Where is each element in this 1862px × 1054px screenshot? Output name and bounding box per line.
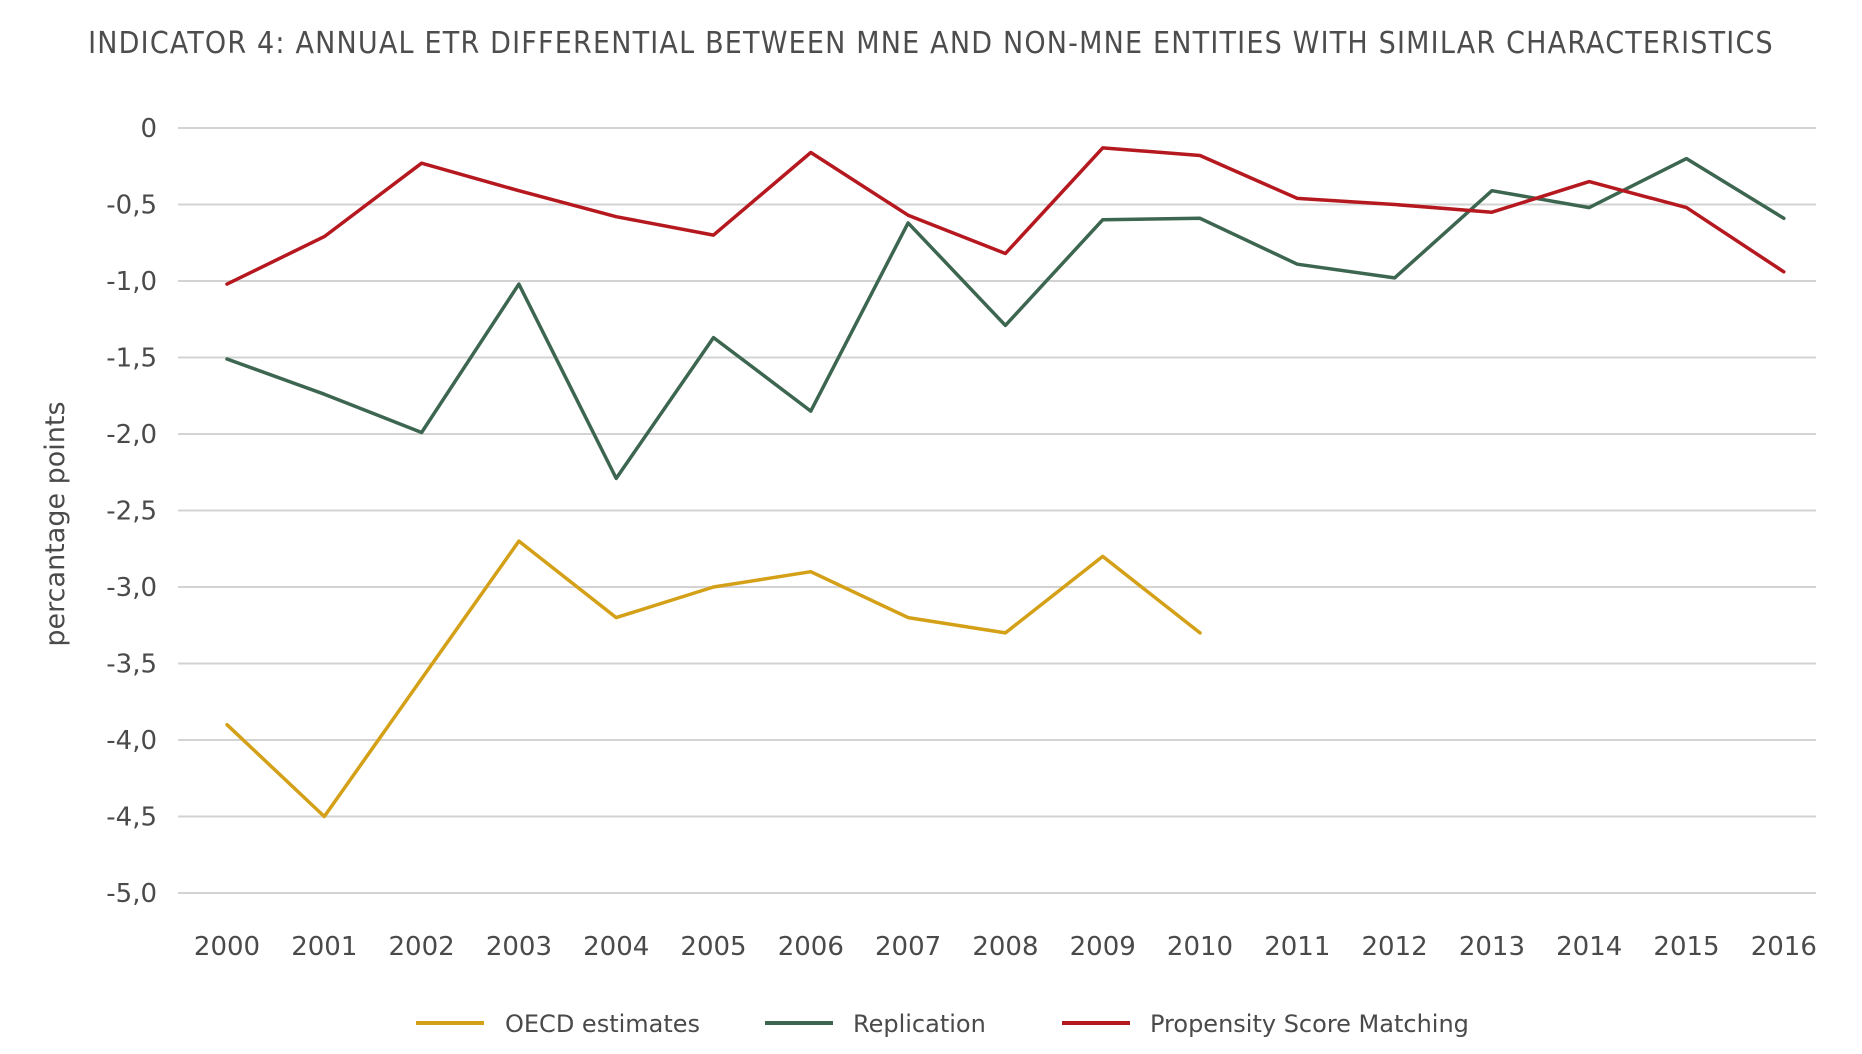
x-tick-label: 2001 [291, 932, 357, 962]
x-tick-label: 2012 [1362, 932, 1428, 962]
x-tick-label: 2005 [680, 932, 746, 962]
y-tick-label: -0,5 [106, 191, 157, 221]
y-tick-label: -3,5 [106, 650, 157, 680]
y-tick-label: -3,0 [106, 573, 157, 603]
x-tick-label: 2016 [1751, 932, 1817, 962]
x-tick-label: 2003 [486, 932, 552, 962]
series-line-replication [225, 156, 1786, 481]
chart-title: INDICATOR 4: ANNUAL ETR DIFFERENTIAL BET… [88, 26, 1774, 61]
x-tick-label: 2000 [194, 932, 260, 962]
x-axis-tick-labels: 2000 2001 2002 2003 2004 2005 2006 2007 2008 2009… [194, 932, 1817, 962]
x-tick-label: 2014 [1556, 932, 1622, 962]
y-tick-label: -2,0 [106, 420, 157, 450]
series-line-propensity-score-matching [225, 146, 1786, 286]
y-tick-label: -4,5 [106, 803, 157, 833]
x-tick-label: 2002 [389, 932, 455, 962]
x-tick-label: 2013 [1459, 932, 1525, 962]
x-tick-label: 2006 [778, 932, 844, 962]
y-tick-label: -2,5 [106, 497, 157, 527]
x-tick-label: 2008 [972, 932, 1038, 962]
y-tick-label: -1,5 [106, 344, 157, 374]
legend-label: Replication [853, 1010, 986, 1038]
y-axis-tick-labels: 0 -0,5 -1,0 -1,5 -2,0 -2,5 -3,0 -3,5 -4,0 -4,5 -5,… [106, 114, 157, 909]
x-tick-label: 2004 [583, 932, 649, 962]
legend: OECD estimates Replication Propensity Scor… [416, 1010, 1469, 1038]
y-tick-label: -5,0 [106, 879, 157, 909]
x-tick-label: 2011 [1264, 932, 1330, 962]
gridlines [178, 127, 1816, 894]
y-axis-title: percantage points [40, 401, 71, 646]
legend-label: Propensity Score Matching [1150, 1010, 1469, 1038]
y-tick-label: -4,0 [106, 726, 157, 756]
series-lines [225, 146, 1786, 819]
series-line-oecd-estimates [225, 539, 1202, 819]
x-tick-label: 2007 [875, 932, 941, 962]
legend-label: OECD estimates [505, 1010, 700, 1038]
y-tick-label: -1,0 [106, 267, 157, 297]
y-tick-label: 0 [140, 114, 157, 144]
x-tick-label: 2009 [1070, 932, 1136, 962]
x-tick-label: 2015 [1653, 932, 1719, 962]
x-tick-label: 2010 [1167, 932, 1233, 962]
